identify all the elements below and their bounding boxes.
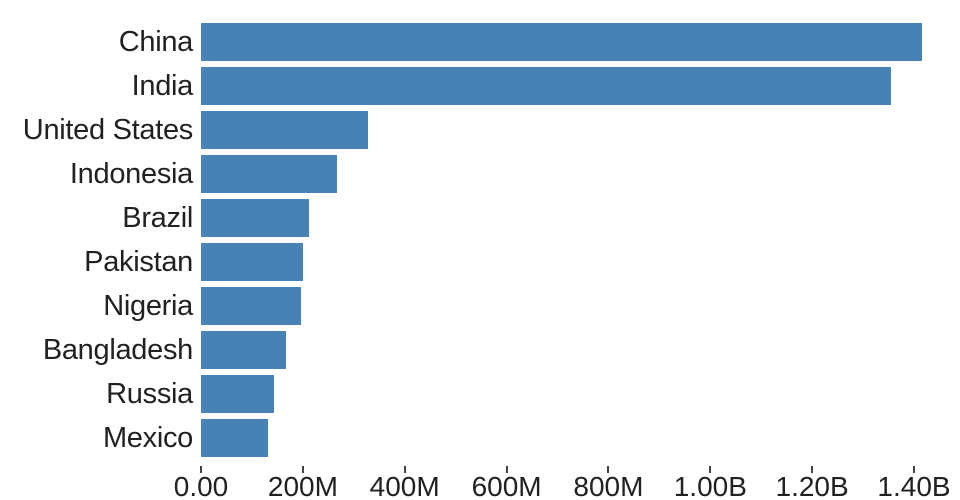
- bar-row: United States: [0, 108, 960, 152]
- bar-row: India: [0, 64, 960, 108]
- tick-mark: [505, 466, 508, 473]
- category-label: Nigeria: [103, 289, 193, 322]
- tick-mark: [913, 466, 915, 473]
- bar: [201, 331, 286, 369]
- bar: [201, 243, 304, 281]
- category-label: Brazil: [122, 201, 193, 234]
- bar: [201, 155, 337, 193]
- category-label: Bangladesh: [42, 333, 193, 366]
- tick-label: 600M: [471, 471, 542, 500]
- tick-label: 1.40B: [877, 471, 951, 500]
- tick-label: 0.00: [173, 471, 229, 500]
- bar-row: Indonesia: [0, 152, 960, 196]
- bar: [201, 375, 275, 413]
- tick-label: 200M: [267, 471, 338, 500]
- tick-mark: [403, 466, 406, 473]
- category-label: China: [118, 25, 194, 58]
- category-label: Pakistan: [84, 245, 193, 278]
- category-label: Indonesia: [69, 157, 193, 190]
- bar: [201, 287, 301, 325]
- bar-row: China: [0, 20, 960, 64]
- tick-mark: [200, 466, 202, 473]
- bar-row: Mexico: [0, 416, 960, 460]
- category-label: Russia: [106, 377, 193, 410]
- category-label: Mexico: [102, 421, 193, 454]
- tick-label: 400M: [369, 471, 440, 500]
- category-label: United States: [22, 113, 194, 146]
- tick-label: 1.20B: [775, 471, 849, 500]
- tick-mark: [607, 466, 610, 473]
- bar-row: Bangladesh: [0, 328, 960, 372]
- tick-label: 1.00B: [673, 471, 747, 500]
- bar: [201, 67, 891, 105]
- plot-area: China India United States Indonesia Brazil Pa…: [0, 20, 960, 460]
- bar-row: Pakistan: [0, 240, 960, 284]
- category-label: India: [131, 69, 194, 102]
- tick-mark: [301, 466, 304, 473]
- bar: [201, 111, 368, 149]
- tick-mark: [709, 466, 712, 473]
- bar-row: Nigeria: [0, 284, 960, 328]
- tick-mark: [811, 466, 814, 473]
- bar: [201, 419, 268, 457]
- bar-row: Brazil: [0, 196, 960, 240]
- bar: [201, 23, 922, 61]
- tick-label: 800M: [573, 471, 644, 500]
- bar-row: Russia: [0, 372, 960, 416]
- bar: [201, 199, 309, 237]
